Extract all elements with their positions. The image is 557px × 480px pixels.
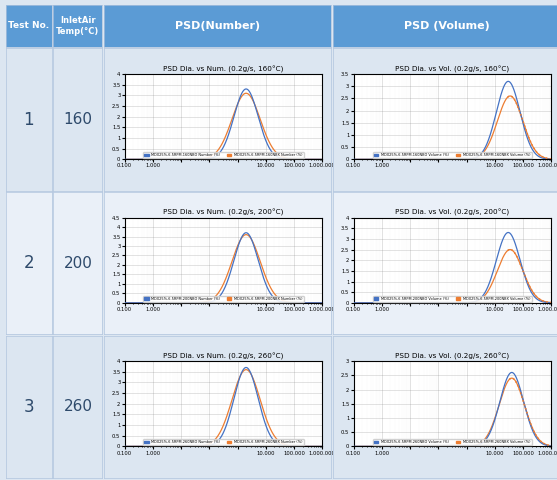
Text: 260: 260: [63, 399, 92, 414]
Title: PSD Dia. vs Num. (0.2g/s, 160°C): PSD Dia. vs Num. (0.2g/s, 160°C): [163, 66, 284, 73]
Text: InletAir
Temp(°C): InletAir Temp(°C): [56, 16, 100, 36]
Legend: MDX25%-6.5RPM-200NBO Volume (%), MDX25%-6.5RPM-200NBX Volume (%): MDX25%-6.5RPM-200NBO Volume (%), MDX25%-…: [373, 296, 531, 302]
Legend: MDX25%-6.5RPM-260NBO Volume (%), MDX25%-6.5RPM-260NBX Volume (%): MDX25%-6.5RPM-260NBO Volume (%), MDX25%-…: [373, 439, 531, 445]
Text: PSD(Number): PSD(Number): [175, 21, 260, 31]
Legend: MDX25%-6.5RPM-160NBO Number (%), MDX25%-6.5RPM-160NBX Number (%): MDX25%-6.5RPM-160NBO Number (%), MDX25%-…: [143, 152, 304, 158]
Text: 160: 160: [63, 112, 92, 127]
Title: PSD Dia. vs Vol. (0.2g/s, 160°C): PSD Dia. vs Vol. (0.2g/s, 160°C): [395, 66, 510, 73]
Text: Test No.: Test No.: [8, 22, 49, 30]
Text: 2: 2: [23, 254, 34, 272]
Title: PSD Dia. vs Vol. (0.2g/s, 200°C): PSD Dia. vs Vol. (0.2g/s, 200°C): [395, 209, 510, 216]
Text: 3: 3: [23, 397, 34, 416]
Title: PSD Dia. vs Num. (0.2g/s, 260°C): PSD Dia. vs Num. (0.2g/s, 260°C): [163, 353, 284, 360]
Legend: MDX25%-6.5RPM-200NBO Number (%), MDX25%-6.5RPM-200NBX Number (%): MDX25%-6.5RPM-200NBO Number (%), MDX25%-…: [143, 296, 304, 302]
Legend: MDX25%-6.5RPM-160NBO Volume (%), MDX25%-6.5RPM-160NBX Volume (%): MDX25%-6.5RPM-160NBO Volume (%), MDX25%-…: [373, 152, 531, 158]
Title: PSD Dia. vs Vol. (0.2g/s, 260°C): PSD Dia. vs Vol. (0.2g/s, 260°C): [395, 353, 510, 360]
Text: 1: 1: [23, 110, 34, 129]
Text: PSD (Volume): PSD (Volume): [404, 21, 490, 31]
Title: PSD Dia. vs Num. (0.2g/s, 200°C): PSD Dia. vs Num. (0.2g/s, 200°C): [163, 209, 284, 216]
Text: 200: 200: [63, 255, 92, 271]
Legend: MDX25%-6.5RPM-260NBO Number (%), MDX25%-6.5RPM-260NBX Number (%): MDX25%-6.5RPM-260NBO Number (%), MDX25%-…: [143, 439, 304, 445]
